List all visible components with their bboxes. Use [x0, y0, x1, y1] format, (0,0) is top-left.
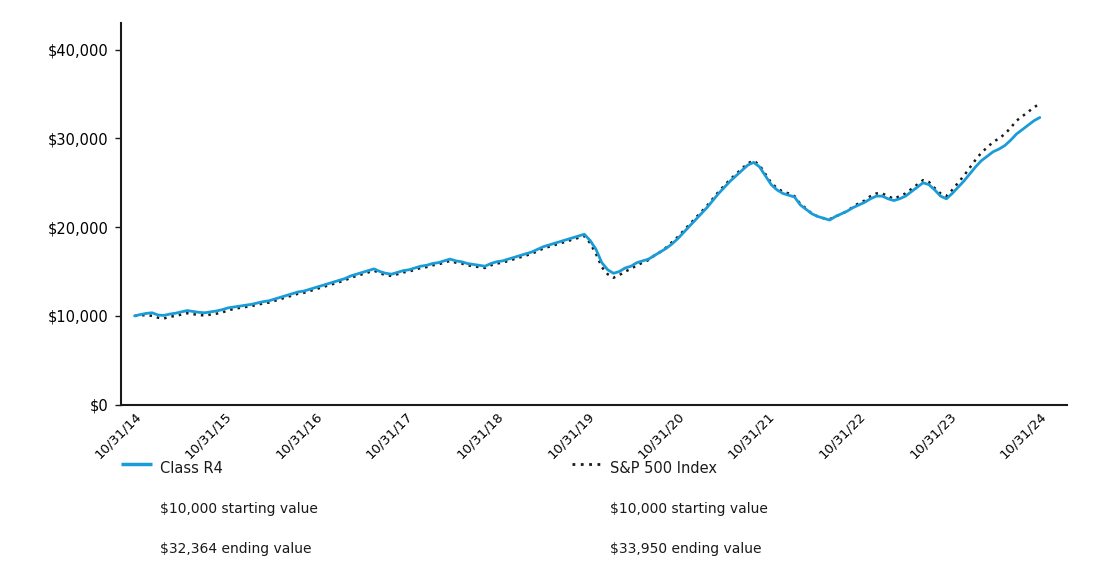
Text: $33,950 ending value: $33,950 ending value	[610, 542, 762, 556]
Text: $10,000 starting value: $10,000 starting value	[610, 502, 769, 516]
Text: $10,000 starting value: $10,000 starting value	[160, 502, 318, 516]
Text: Class R4: Class R4	[160, 461, 222, 476]
Text: $32,364 ending value: $32,364 ending value	[160, 542, 311, 556]
Text: S&P 500 Index: S&P 500 Index	[610, 461, 717, 476]
